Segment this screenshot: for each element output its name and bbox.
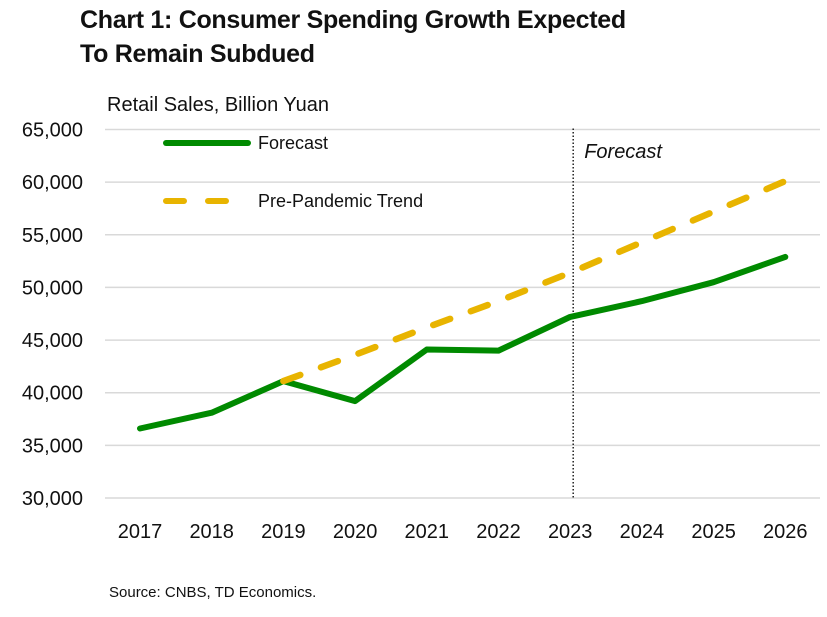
y-axis-label: Retail Sales, Billion Yuan xyxy=(107,94,329,116)
y-tick-label: 60,000 xyxy=(22,172,83,194)
y-tick-label: 35,000 xyxy=(22,435,83,457)
x-tick-label: 2026 xyxy=(763,521,808,543)
x-tick-label: 2017 xyxy=(118,521,163,543)
legend: Forecast Pre-Pandemic Trend xyxy=(163,133,423,211)
x-tick-label: 2025 xyxy=(691,521,736,543)
chart-title-line-2: To Remain Subdued xyxy=(80,40,315,68)
x-tick-label: 2020 xyxy=(333,521,378,543)
x-tick-label: 2023 xyxy=(548,521,593,543)
x-tick-label: 2021 xyxy=(405,521,450,543)
y-tick-label: 40,000 xyxy=(22,383,83,405)
forecast-annotation: Forecast xyxy=(584,141,663,163)
series-line-forecast xyxy=(137,253,789,432)
legend-label-forecast: Forecast xyxy=(258,133,328,153)
series-line-pre-pandemic-trend xyxy=(280,177,789,385)
source-note: Source: CNBS, TD Economics. xyxy=(109,584,317,601)
x-tick-labels: 2017 2018 2019 2020 2021 2022 2023 2024 2025 2026 xyxy=(118,521,808,543)
x-tick-label: 2022 xyxy=(476,521,521,543)
series-lines xyxy=(137,177,789,432)
gridlines xyxy=(105,128,820,499)
x-tick-label: 2024 xyxy=(620,521,665,543)
x-tick-label: 2019 xyxy=(261,521,306,543)
y-tick-label: 55,000 xyxy=(22,225,83,247)
y-tick-label: 30,000 xyxy=(22,488,83,510)
chart-title: Chart 1: Consumer Spending Growth Expect… xyxy=(80,3,780,71)
y-tick-label: 65,000 xyxy=(22,120,83,142)
forecast-divider: Forecast xyxy=(572,128,663,498)
y-tick-labels: 30,000 35,000 40,000 45,000 50,000 55,000 60,0… xyxy=(22,120,83,511)
x-tick-label: 2018 xyxy=(189,521,234,543)
y-tick-label: 45,000 xyxy=(22,330,83,352)
chart-title-line-1: Chart 1: Consumer Spending Growth Expect… xyxy=(80,6,626,34)
legend-label-pre-pandemic-trend: Pre-Pandemic Trend xyxy=(258,191,423,211)
y-tick-label: 50,000 xyxy=(22,277,83,299)
